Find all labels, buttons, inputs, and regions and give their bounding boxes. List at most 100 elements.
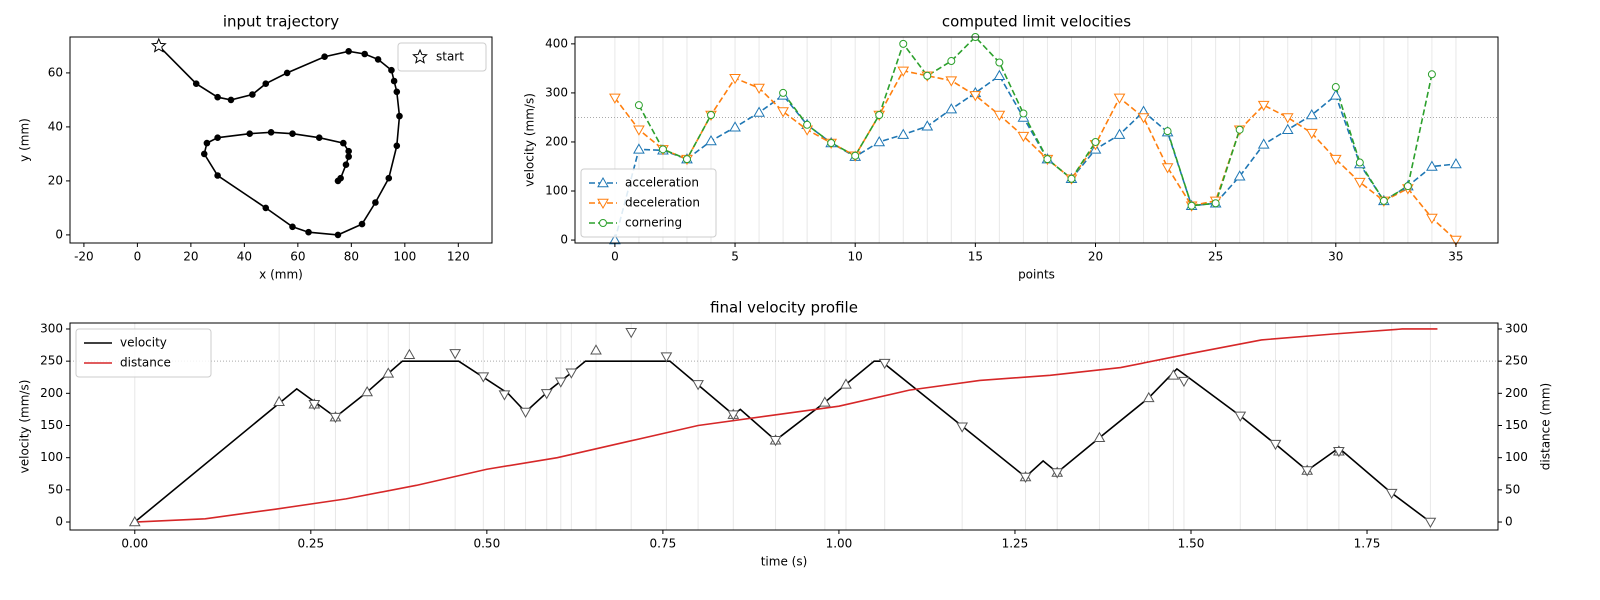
series-line [158, 45, 401, 236]
x-tick-label: 25 [1208, 250, 1223, 264]
marker [315, 134, 323, 142]
chart-title: final velocity profile [710, 299, 858, 317]
marker [388, 66, 395, 74]
legend-label: cornering [625, 216, 682, 230]
marker [396, 112, 403, 120]
marker [956, 422, 969, 433]
marker [345, 153, 352, 160]
marker [305, 228, 312, 236]
marker [1043, 155, 1052, 164]
marker [682, 155, 691, 164]
marker [1353, 177, 1366, 189]
marker [1305, 128, 1318, 140]
marker [660, 352, 673, 363]
marker [878, 358, 891, 370]
marker [1281, 123, 1294, 134]
marker [634, 101, 643, 110]
marker [273, 395, 285, 406]
marker [345, 147, 352, 155]
x-axis-label: time (s) [761, 555, 808, 569]
series-line [614, 74, 1457, 241]
marker [1281, 113, 1294, 124]
x-tick-label: 120 [447, 250, 470, 264]
marker [128, 516, 141, 527]
chart-title: input trajectory [223, 13, 339, 31]
marker [1161, 163, 1174, 174]
marker [590, 344, 602, 355]
marker [1113, 93, 1126, 104]
y-tick-label: 250 [40, 354, 63, 368]
legend-box [75, 328, 212, 378]
plot-area [158, 45, 401, 236]
marker [449, 349, 462, 360]
y-tick-label: 200 [40, 386, 63, 400]
marker [818, 396, 831, 407]
x-tick-label: 0.50 [473, 537, 500, 551]
marker [1332, 446, 1345, 458]
chart-title: computed limit velocities [942, 13, 1131, 31]
marker [1305, 108, 1318, 120]
series-line [134, 328, 1438, 523]
y2-axis-label: distance (mm) [1539, 383, 1553, 470]
marker [1234, 411, 1247, 422]
marker [262, 204, 270, 212]
marker [361, 50, 369, 58]
marker [340, 139, 347, 147]
x-tick-label: 1.75 [1354, 537, 1381, 551]
legend-label: start [436, 50, 464, 64]
marker [705, 134, 717, 146]
series-line [638, 104, 712, 161]
panel: -20 0 20 40 60 80 100 120 0 20 40 60 input trajector… [18, 13, 493, 282]
x-tick-label: 0.00 [121, 537, 148, 551]
marker [289, 223, 296, 231]
marker [1167, 369, 1180, 380]
marker [267, 129, 275, 136]
marker [753, 106, 765, 117]
marker [519, 407, 532, 418]
marker [1178, 376, 1190, 388]
y-tick-label: 100 [545, 184, 568, 198]
marker [334, 231, 342, 239]
marker [1403, 182, 1412, 191]
marker [390, 77, 398, 85]
marker [372, 199, 379, 206]
marker [1301, 466, 1314, 477]
marker [707, 110, 716, 119]
marker [947, 57, 956, 66]
marker [358, 220, 366, 228]
x-tick-label: 0.75 [650, 537, 677, 551]
marker [308, 400, 321, 411]
marker [214, 134, 221, 142]
x-tick-label: 5 [731, 250, 739, 264]
marker [249, 91, 256, 98]
marker [1113, 128, 1126, 139]
marker [227, 96, 235, 104]
marker [554, 377, 567, 388]
series-line [134, 360, 1431, 523]
legend-label: acceleration [625, 176, 699, 190]
marker [1137, 113, 1150, 124]
y-tick-label: 300 [40, 321, 63, 335]
marker [1450, 235, 1462, 247]
y-tick-label: 0 [560, 233, 568, 247]
marker [993, 110, 1006, 121]
series-line [1166, 129, 1241, 207]
marker [192, 80, 200, 88]
series-line [614, 69, 1457, 241]
marker [969, 91, 982, 102]
marker [827, 138, 836, 147]
y-tick-label: 20 [48, 173, 63, 187]
marker [945, 76, 958, 87]
y-tick-label: 200 [545, 134, 568, 148]
marker [1093, 431, 1106, 442]
marker [1329, 89, 1342, 100]
marker [1426, 213, 1438, 224]
x-tick-label: 0.25 [297, 537, 324, 551]
marker [803, 120, 812, 129]
marker [477, 372, 490, 383]
x-tick-label: 30 [1328, 250, 1343, 264]
marker [1163, 127, 1172, 136]
x-tick-label: 1.25 [1002, 537, 1029, 551]
marker [1091, 137, 1100, 146]
